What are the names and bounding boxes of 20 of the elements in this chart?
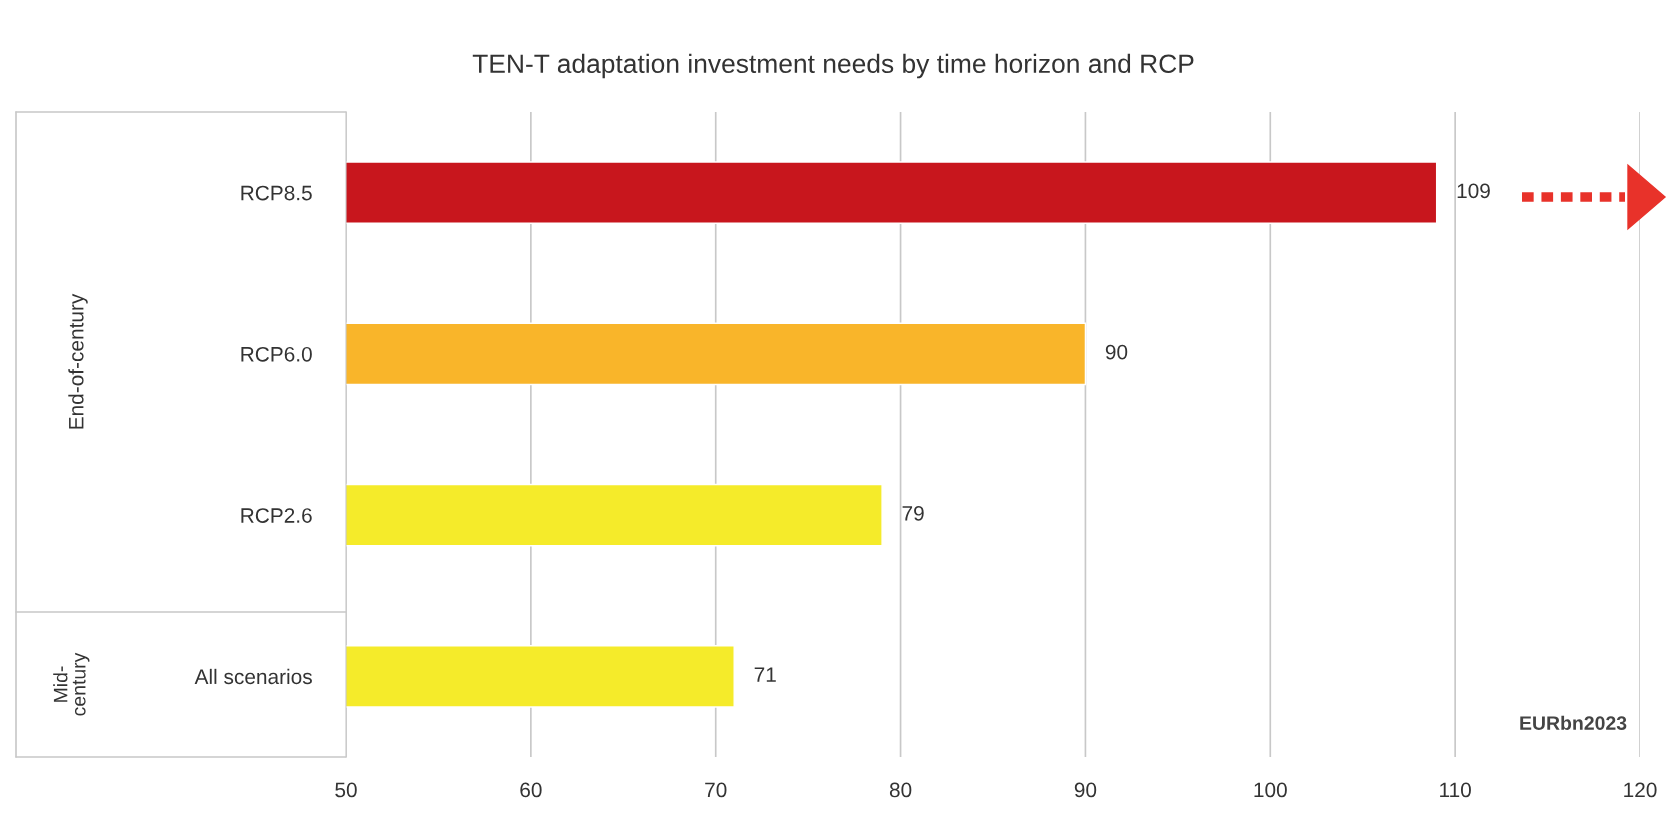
text: Mid- century	[53, 652, 90, 716]
chart-title: TEN-T adaptation investment needs by time horizon and RCP	[472, 53, 1194, 79]
x-tick-label: 70	[705, 782, 727, 798]
x-tick-label: 60	[520, 782, 542, 798]
data-label: 90	[1105, 344, 1128, 360]
x-tick-label: 110	[1440, 782, 1471, 798]
text: End-of-century	[68, 293, 88, 429]
x-tick-label: 90	[1074, 782, 1097, 798]
data-label: 71	[754, 667, 776, 682]
data-label: 79	[902, 505, 924, 521]
x-tick-label: 100	[1254, 782, 1287, 798]
data-label: 109	[1457, 183, 1490, 199]
y-tick-label: RCP6.0	[241, 346, 312, 362]
x-tick-label: 120	[1624, 782, 1657, 798]
x-tick-label: 80	[889, 782, 912, 798]
y-tick-label: RCP8.5	[241, 185, 312, 201]
annotation: EURbn2023	[1520, 715, 1627, 730]
x-tick-label: 50	[335, 782, 357, 798]
y-tick-label: RCP2.6	[241, 508, 312, 523]
y-tick-label: All scenarios	[194, 668, 312, 685]
